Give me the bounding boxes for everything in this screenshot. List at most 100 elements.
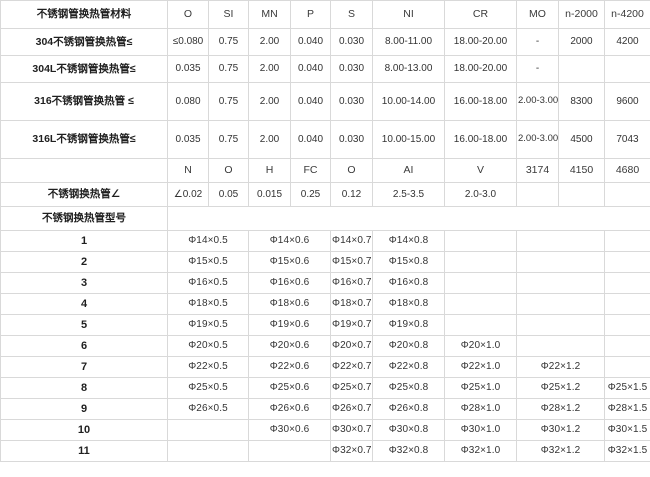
- table-row: 304L不锈钢管换热管≤ 0.035 0.75 2.00 0.040 0.030…: [0, 55, 650, 83]
- cell-tol-h: 0.015: [248, 182, 291, 207]
- column-header-fc: FC: [290, 158, 331, 183]
- cell-316l-p: 0.040: [290, 120, 331, 159]
- model-no: 8: [0, 377, 168, 399]
- row-label-304l: 304L不锈钢管换热管≤: [0, 55, 168, 83]
- column-header-cr: CR: [444, 0, 517, 29]
- model-spec-2: Φ30×0.6: [248, 419, 331, 441]
- model-spec-4: Φ30×0.8: [372, 419, 445, 441]
- model-spec-3: Φ16×0.7: [330, 272, 373, 294]
- column-header-si: SI: [208, 0, 249, 29]
- cell-316l-o: 0.035: [167, 120, 209, 159]
- subheader-empty-label: [0, 158, 168, 183]
- column-header-p: P: [290, 0, 331, 29]
- column-header-mo: MO: [516, 0, 559, 29]
- table-row: 316L不锈钢管换热管≤ 0.035 0.75 2.00 0.040 0.030…: [0, 120, 650, 159]
- cell-316l-mo: 2.00-3.00: [516, 120, 559, 159]
- model-spec-7: [604, 293, 650, 315]
- model-spec-6: [516, 314, 605, 336]
- column-header-o3: O: [330, 158, 373, 183]
- model-spec-3: Φ20×0.7: [330, 335, 373, 357]
- table-row: 1 Φ14×0.5 Φ14×0.6 Φ14×0.7 Φ14×0.8: [0, 230, 650, 252]
- model-spec-3: Φ32×0.7: [330, 440, 373, 462]
- cell-tol-fc: 0.25: [290, 182, 331, 207]
- cell-304l-cr: 18.00-20.00: [444, 55, 517, 83]
- table-row: 5 Φ19×0.5 Φ19×0.6 Φ19×0.7 Φ19×0.8: [0, 314, 650, 336]
- cell-304l-si: 0.75: [208, 55, 249, 83]
- column-header-n4200: n-4200: [604, 0, 650, 29]
- cell-304-si: 0.75: [208, 28, 249, 56]
- cell-316l-si: 0.75: [208, 120, 249, 159]
- cell-316l-ni: 10.00-15.00: [372, 120, 445, 159]
- table-row: 10 Φ30×0.6 Φ30×0.7 Φ30×0.8 Φ30×1.0 Φ30×1…: [0, 419, 650, 441]
- cell-304l-s: 0.030: [330, 55, 373, 83]
- cell-tol-o3: 0.12: [330, 182, 373, 207]
- cell-316-cr: 16.00-18.00: [444, 82, 517, 121]
- cell-304l-mo: -: [516, 55, 559, 83]
- model-spec-2: Φ18×0.6: [248, 293, 331, 315]
- row-label-316: 316不锈钢管换热管 ≤: [0, 82, 168, 121]
- cell-304-n2000: 2000: [558, 28, 605, 56]
- model-spec-1: Φ22×0.5: [167, 356, 249, 378]
- model-spec-6: Φ30×1.2: [516, 419, 605, 441]
- model-spec-3: Φ26×0.7: [330, 398, 373, 420]
- cell-316l-n4200: 7043: [604, 120, 650, 159]
- model-spec-1: Φ25×0.5: [167, 377, 249, 399]
- model-spec-1: [167, 440, 249, 462]
- model-spec-5: Φ28×1.0: [444, 398, 517, 420]
- model-spec-7: [604, 335, 650, 357]
- model-spec-3: Φ25×0.7: [330, 377, 373, 399]
- model-spec-5: [444, 314, 517, 336]
- cell-value-3174: 3174: [516, 158, 559, 183]
- model-spec-1: [167, 419, 249, 441]
- table-row: 9 Φ26×0.5 Φ26×0.6 Φ26×0.7 Φ26×0.8 Φ28×1.…: [0, 398, 650, 420]
- model-spec-2: Φ15×0.6: [248, 251, 331, 273]
- model-spec-7: Φ30×1.5: [604, 419, 650, 441]
- cell-316-p: 0.040: [290, 82, 331, 121]
- column-header-v: V: [444, 158, 517, 183]
- model-spec-1: Φ20×0.5: [167, 335, 249, 357]
- model-spec-5: [444, 293, 517, 315]
- model-spec-7: [604, 314, 650, 336]
- model-spec-5: Φ22×1.0: [444, 356, 517, 378]
- model-spec-5: Φ25×1.0: [444, 377, 517, 399]
- table-row: 7 Φ22×0.5 Φ22×0.6 Φ22×0.7 Φ22×0.8 Φ22×1.…: [0, 356, 650, 378]
- model-spec-2: Φ14×0.6: [248, 230, 331, 252]
- model-spec-4: Φ19×0.8: [372, 314, 445, 336]
- model-spec-7: [604, 272, 650, 294]
- model-spec-7: [604, 356, 650, 378]
- model-spec-1: Φ18×0.5: [167, 293, 249, 315]
- column-header-mn: MN: [248, 0, 291, 29]
- row-label-316l: 316L不锈钢管换热管≤: [0, 120, 168, 159]
- model-no: 5: [0, 314, 168, 336]
- model-spec-2: Φ25×0.6: [248, 377, 331, 399]
- table-row: 316不锈钢管换热管 ≤ 0.080 0.75 2.00 0.040 0.030…: [0, 82, 650, 121]
- model-spec-5: Φ20×1.0: [444, 335, 517, 357]
- model-spec-4: Φ26×0.8: [372, 398, 445, 420]
- cell-304l-p: 0.040: [290, 55, 331, 83]
- column-header-o: O: [167, 0, 209, 29]
- model-spec-3: Φ14×0.7: [330, 230, 373, 252]
- cell-tol-o2: 0.05: [208, 182, 249, 207]
- column-header-ni: NI: [372, 0, 445, 29]
- column-header-h: H: [248, 158, 291, 183]
- model-spec-4: Φ20×0.8: [372, 335, 445, 357]
- model-section-title: 不锈钢换热管型号: [0, 206, 168, 231]
- cell-304l-n2000: [558, 55, 605, 83]
- model-spec-3: Φ22×0.7: [330, 356, 373, 378]
- cell-304-p: 0.040: [290, 28, 331, 56]
- table-header-row: 不锈钢管换热管材料 O SI MN P S NI CR MO n-2000 n-…: [0, 0, 650, 29]
- model-spec-1: Φ19×0.5: [167, 314, 249, 336]
- table-row: 6 Φ20×0.5 Φ20×0.6 Φ20×0.7 Φ20×0.8 Φ20×1.…: [0, 335, 650, 357]
- cell-304-mn: 2.00: [248, 28, 291, 56]
- row-label-304: 304不锈钢管换热管≤: [0, 28, 168, 56]
- cell-316-n2000: 8300: [558, 82, 605, 121]
- model-spec-7: [604, 230, 650, 252]
- model-section-header-row: 不锈钢换热管型号: [0, 206, 650, 231]
- cell-304-s: 0.030: [330, 28, 373, 56]
- model-spec-7: Φ25×1.5: [604, 377, 650, 399]
- cell-tol-n: ∠0.02: [167, 182, 209, 207]
- cell-304l-n4200: [604, 55, 650, 83]
- cell-316-ni: 10.00-14.00: [372, 82, 445, 121]
- cell-316-o: 0.080: [167, 82, 209, 121]
- model-no: 3: [0, 272, 168, 294]
